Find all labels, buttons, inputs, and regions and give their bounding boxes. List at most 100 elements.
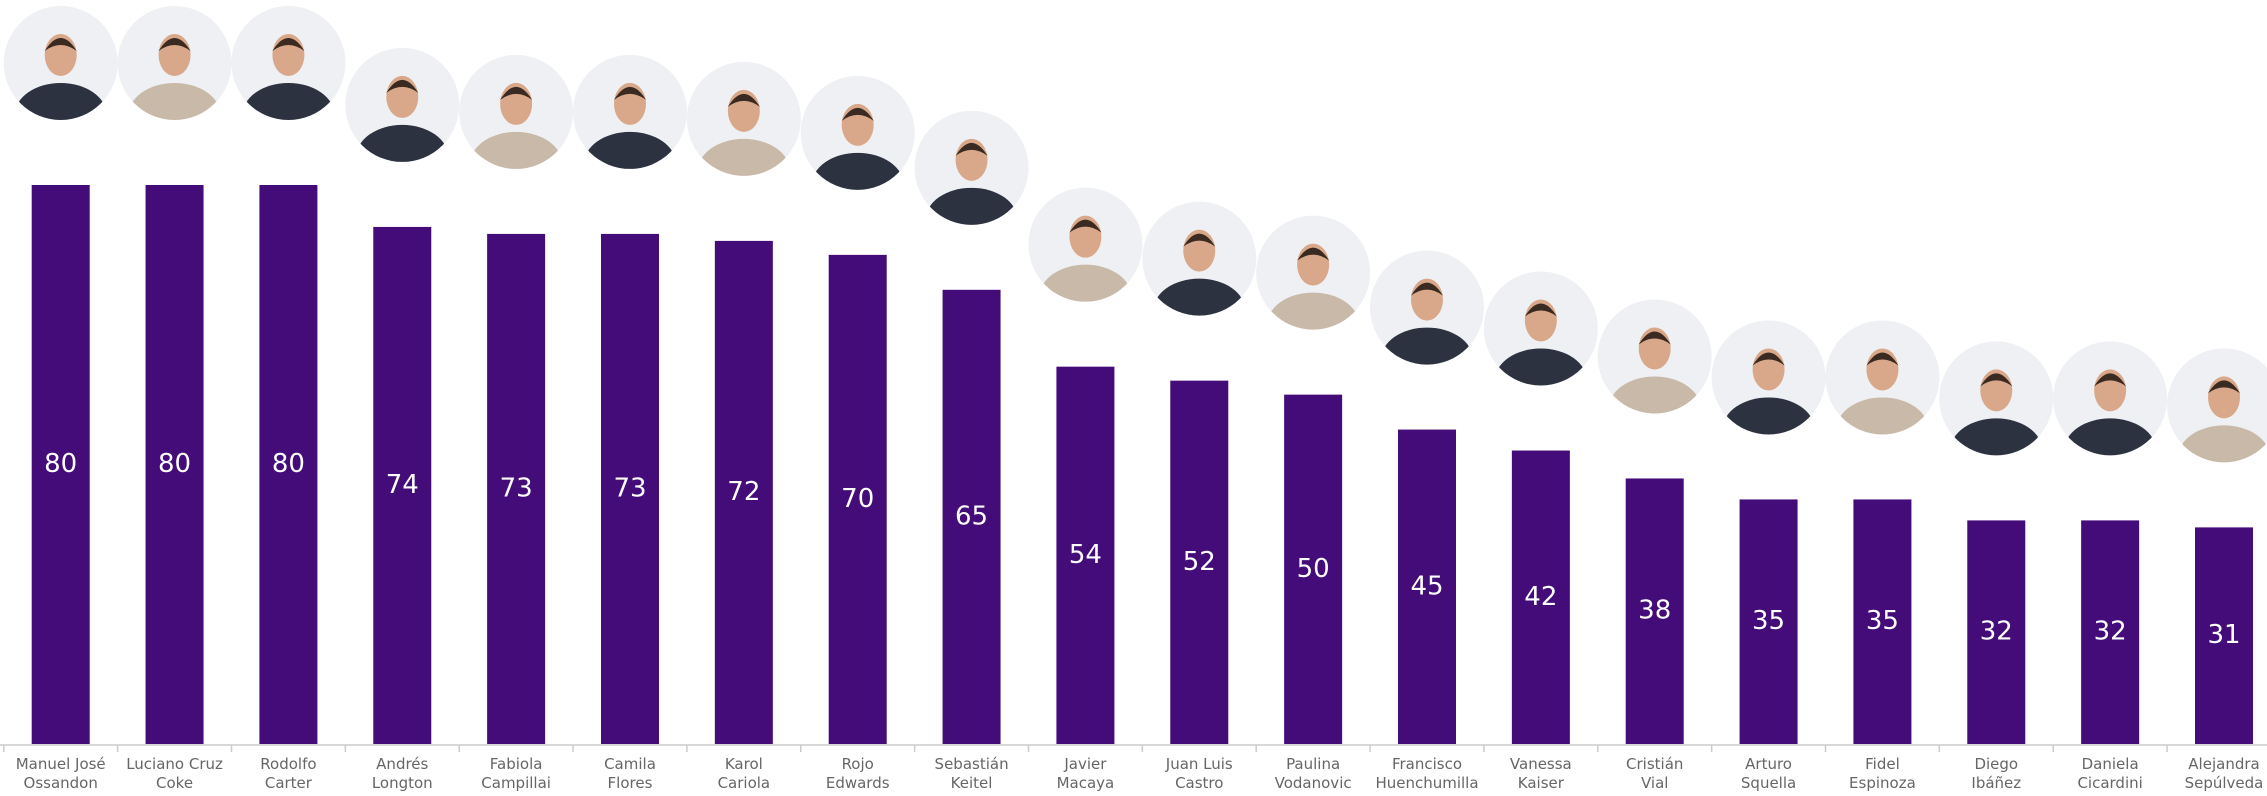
photo-figure — [1608, 327, 1701, 414]
photo-figure — [697, 89, 790, 176]
photo-figure — [1722, 348, 1815, 435]
photo-hair — [613, 86, 646, 100]
x-tick-label: Rojo Edwards — [825, 755, 890, 792]
photo-hair — [2094, 373, 2127, 387]
photo-body — [811, 152, 904, 190]
photo-body — [583, 131, 676, 169]
photo-body — [14, 83, 107, 120]
value-label: 35 — [1752, 606, 1785, 636]
photo — [572, 54, 687, 169]
photo-hair — [1069, 219, 1102, 233]
value-label: 50 — [1297, 554, 1330, 584]
photo-figure — [1494, 299, 1587, 386]
value-label: 80 — [272, 449, 305, 479]
value-label: 31 — [2207, 620, 2240, 650]
photo-figure — [811, 103, 904, 190]
bar — [1397, 429, 1456, 744]
value-label: 65 — [955, 501, 988, 531]
photo — [1711, 320, 1826, 435]
x-tick-label: Andrés Longton — [371, 755, 433, 792]
value-label: 32 — [2094, 617, 2127, 647]
value-label: 52 — [1183, 547, 1216, 577]
photo-figure — [128, 34, 221, 120]
photo-body — [925, 187, 1018, 225]
value-label: 72 — [727, 477, 760, 507]
photo — [1483, 271, 1598, 386]
value-label: 74 — [386, 470, 419, 500]
photo-body — [1039, 264, 1132, 302]
bar — [1967, 520, 2026, 744]
photo-figure — [470, 82, 563, 169]
photo-figure — [1153, 229, 1246, 316]
photo-figure — [1267, 243, 1360, 330]
photo-figure — [1039, 215, 1132, 302]
x-tick-label: Fabiola Campillai — [481, 755, 551, 792]
x-tick-label: Sebastián Keitel — [934, 755, 1009, 792]
photo-figure — [583, 82, 676, 169]
photo — [2053, 341, 2168, 456]
photo — [686, 61, 801, 176]
value-label: 54 — [1069, 540, 1102, 570]
x-tick-label: Diego Ibáñez — [1971, 755, 2022, 792]
photo-body — [2178, 425, 2267, 463]
bar — [714, 240, 773, 744]
photo-figure — [2178, 376, 2267, 463]
bar — [2195, 527, 2253, 744]
photo-body — [1722, 397, 1815, 435]
x-tick-label: Luciano Cruz Coke — [126, 755, 223, 792]
photo-figure — [1380, 278, 1473, 365]
photo-figure — [2064, 369, 2157, 456]
photo-figure — [356, 75, 449, 162]
x-tick-label: Camila Flores — [604, 755, 656, 792]
bar — [487, 233, 546, 744]
photo-hair — [1752, 352, 1785, 366]
bar — [2081, 520, 2140, 744]
photo — [1825, 320, 1940, 435]
x-tick-label: Daniela Cicardini — [2077, 755, 2143, 792]
photo — [459, 54, 574, 169]
photo-figure — [242, 34, 335, 120]
photo — [914, 110, 1029, 225]
photo-body — [1608, 376, 1701, 414]
value-label: 70 — [841, 484, 874, 514]
photo-body — [697, 138, 790, 176]
photo-figure — [1950, 369, 2043, 456]
photo-hair — [841, 107, 874, 121]
value-label: 38 — [1638, 596, 1671, 626]
photo-hair — [500, 86, 533, 100]
x-tick-label: Rodolfo Carter — [260, 755, 317, 792]
photo — [800, 75, 915, 190]
photo — [345, 47, 460, 162]
x-tick-label: Francisco Huenchumilla — [1375, 755, 1479, 792]
photo-body — [242, 83, 335, 120]
x-tick-label: Paulina Vodanovic — [1274, 755, 1352, 792]
photo-body — [1494, 348, 1587, 386]
bar — [1739, 499, 1798, 744]
bar — [259, 185, 318, 744]
value-label: 80 — [158, 449, 191, 479]
photo-body — [470, 131, 563, 169]
photo-hair — [955, 142, 988, 156]
photo-hair — [727, 93, 760, 107]
bar — [1853, 499, 1912, 744]
photo — [3, 6, 118, 120]
value-label: 35 — [1866, 606, 1899, 636]
photo — [1369, 250, 1484, 365]
value-label: 32 — [1980, 617, 2013, 647]
value-label: 73 — [500, 473, 533, 503]
photo — [1142, 201, 1257, 316]
value-label: 45 — [1410, 571, 1443, 601]
x-tick-label: Karol Cariola — [717, 755, 771, 792]
photo-figure — [14, 34, 107, 120]
photo — [2167, 348, 2267, 463]
photo — [231, 6, 346, 120]
bar — [600, 233, 659, 744]
x-tick-label: Arturo Squella — [1740, 755, 1797, 792]
x-tick-label: Vanessa Kaiser — [1509, 755, 1572, 792]
photo — [117, 6, 232, 120]
bar — [828, 254, 887, 744]
photo-figure — [1836, 348, 1929, 435]
x-tick-label: Juan Luis Castro — [1165, 755, 1233, 792]
photo-hair — [44, 38, 77, 51]
